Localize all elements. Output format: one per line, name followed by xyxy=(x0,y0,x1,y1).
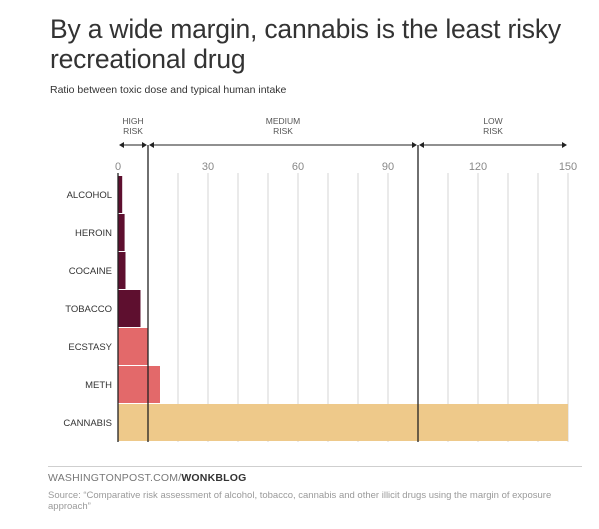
chart-title: By a wide margin, cannabis is the least … xyxy=(50,14,561,74)
footer-credit: WASHINGTONPOST.COM/WONKBLOG xyxy=(48,472,247,484)
footer-divider xyxy=(48,466,582,467)
bar-cocaine xyxy=(118,252,126,289)
risk-zone-label: RISK xyxy=(123,126,143,136)
risk-zone-label: LOW xyxy=(483,116,502,126)
x-tick-label: 30 xyxy=(202,161,214,173)
risk-zone-arrowhead-left xyxy=(119,142,124,148)
category-label: TOBACCO xyxy=(65,304,112,315)
risk-zone-arrowhead-left xyxy=(149,142,154,148)
risk-zone-arrowhead-left xyxy=(419,142,424,148)
bar-cannabis xyxy=(118,404,568,441)
category-label: HEROIN xyxy=(75,228,112,239)
category-label: ALCOHOL xyxy=(67,190,112,201)
category-label: ECSTASY xyxy=(68,342,112,353)
source-note: Source: “Comparative risk assessment of … xyxy=(48,490,552,512)
category-label: CANNABIS xyxy=(63,418,112,429)
risk-zone-label: RISK xyxy=(483,126,503,136)
risk-zone-arrowhead-right xyxy=(142,142,147,148)
bar-heroin xyxy=(118,214,125,251)
x-tick-label: 60 xyxy=(292,161,304,173)
footer-site: WASHINGTONPOST.COM/ xyxy=(48,472,182,484)
x-tick-label: 0 xyxy=(115,161,121,173)
risk-zone-label: HIGH xyxy=(122,116,143,126)
risk-zone-arrowhead-right xyxy=(412,142,417,148)
x-tick-label: 150 xyxy=(559,161,577,173)
risk-zone-label: RISK xyxy=(273,126,293,136)
bar-ecstasy xyxy=(118,328,148,365)
x-tick-label: 120 xyxy=(469,161,487,173)
x-tick-label: 90 xyxy=(382,161,394,173)
chart-subtitle: Ratio between toxic dose and typical hum… xyxy=(50,84,287,96)
risk-zone-label: MEDIUM xyxy=(266,116,300,126)
bar-tobacco xyxy=(118,290,141,327)
risk-zone-arrowhead-right xyxy=(562,142,567,148)
bar-alcohol xyxy=(118,176,123,213)
category-label: COCAINE xyxy=(69,266,112,277)
bar-meth xyxy=(118,366,160,403)
footer-brand: WONKBLOG xyxy=(181,472,247,484)
category-label: METH xyxy=(85,380,112,391)
